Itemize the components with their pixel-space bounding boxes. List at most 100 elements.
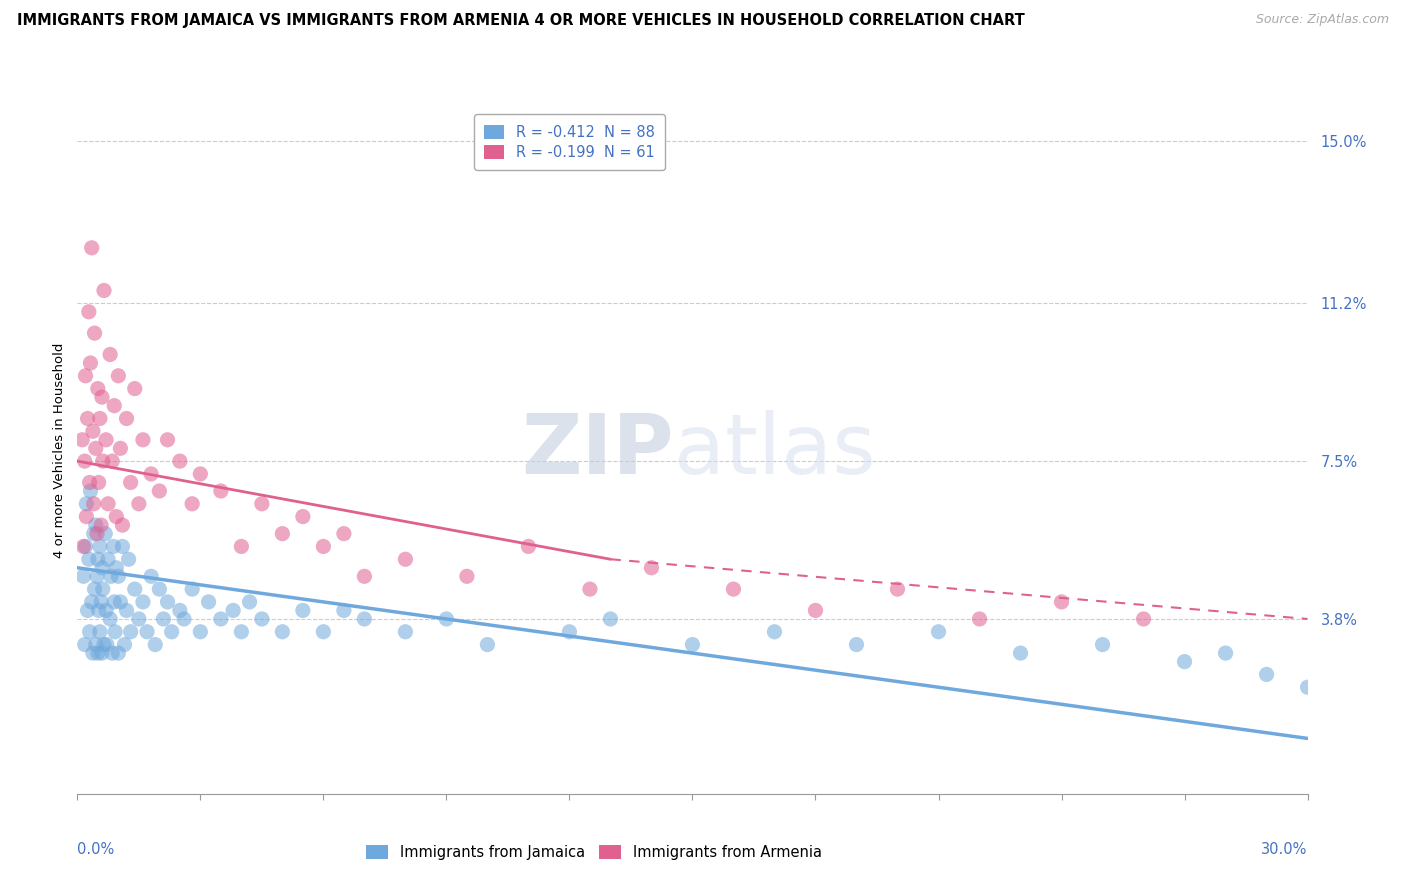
Point	[723, 582, 745, 596]
Point	[312, 540, 335, 554]
Point	[152, 612, 174, 626]
Point	[173, 612, 195, 626]
Point	[83, 497, 105, 511]
Point	[90, 595, 112, 609]
Point	[76, 411, 98, 425]
Point	[128, 497, 150, 511]
Point	[82, 646, 104, 660]
Point	[969, 612, 991, 626]
Point	[115, 603, 138, 617]
Point	[94, 603, 117, 617]
Point	[132, 595, 155, 609]
Point	[1132, 612, 1154, 626]
Point	[394, 624, 416, 639]
Point	[250, 612, 273, 626]
Point	[188, 624, 212, 639]
Point	[90, 390, 114, 404]
Point	[79, 483, 101, 498]
Point	[169, 454, 191, 468]
Point	[75, 509, 97, 524]
Point	[79, 356, 101, 370]
Text: atlas: atlas	[673, 410, 876, 491]
Point	[169, 603, 191, 617]
Point	[79, 475, 101, 490]
Point	[160, 624, 183, 639]
Point	[90, 518, 112, 533]
Point	[1050, 595, 1073, 609]
Point	[100, 569, 122, 583]
Point	[87, 646, 110, 660]
Point	[93, 284, 115, 298]
Point	[599, 612, 621, 626]
Point	[114, 638, 136, 652]
Point	[97, 552, 120, 566]
Point	[90, 561, 114, 575]
Point	[353, 569, 375, 583]
Point	[1091, 638, 1114, 652]
Point	[124, 582, 146, 596]
Point	[117, 552, 139, 566]
Text: IMMIGRANTS FROM JAMAICA VS IMMIGRANTS FROM ARMENIA 4 OR MORE VEHICLES IN HOUSEHO: IMMIGRANTS FROM JAMAICA VS IMMIGRANTS FR…	[17, 13, 1025, 29]
Point	[111, 540, 134, 554]
Point	[72, 540, 94, 554]
Point	[103, 540, 125, 554]
Text: 0.0%: 0.0%	[77, 842, 114, 857]
Point	[75, 497, 97, 511]
Point	[1010, 646, 1032, 660]
Point	[148, 582, 170, 596]
Point	[91, 582, 114, 596]
Text: ZIP: ZIP	[522, 410, 673, 491]
Point	[209, 483, 232, 498]
Point	[87, 603, 110, 617]
Point	[83, 526, 105, 541]
Point	[124, 382, 146, 396]
Point	[763, 624, 786, 639]
Point	[181, 497, 204, 511]
Point	[84, 442, 107, 456]
Point	[84, 638, 107, 652]
Point	[1256, 667, 1278, 681]
Point	[239, 595, 262, 609]
Point	[111, 518, 134, 533]
Point	[73, 638, 96, 652]
Point	[104, 624, 127, 639]
Point	[76, 603, 98, 617]
Point	[250, 497, 273, 511]
Point	[86, 526, 108, 541]
Point	[558, 624, 581, 639]
Point	[143, 638, 166, 652]
Point	[353, 612, 375, 626]
Point	[86, 569, 108, 583]
Point	[77, 305, 100, 319]
Point	[222, 603, 245, 617]
Point	[804, 603, 827, 617]
Point	[75, 368, 97, 383]
Point	[94, 526, 117, 541]
Point	[456, 569, 478, 583]
Point	[271, 526, 294, 541]
Point	[103, 399, 125, 413]
Point	[94, 433, 117, 447]
Text: Source: ZipAtlas.com: Source: ZipAtlas.com	[1256, 13, 1389, 27]
Point	[82, 424, 104, 438]
Point	[98, 612, 121, 626]
Point	[141, 569, 163, 583]
Point	[87, 475, 110, 490]
Point	[96, 638, 118, 652]
Point	[132, 433, 155, 447]
Point	[110, 595, 132, 609]
Point	[1378, 723, 1400, 737]
Point	[103, 595, 125, 609]
Point	[105, 509, 128, 524]
Point	[181, 582, 204, 596]
Point	[80, 595, 103, 609]
Point	[107, 646, 129, 660]
Point	[91, 454, 114, 468]
Point	[333, 526, 356, 541]
Point	[477, 638, 499, 652]
Point	[73, 454, 96, 468]
Point	[845, 638, 868, 652]
Point	[436, 612, 458, 626]
Point	[120, 624, 142, 639]
Point	[87, 552, 110, 566]
